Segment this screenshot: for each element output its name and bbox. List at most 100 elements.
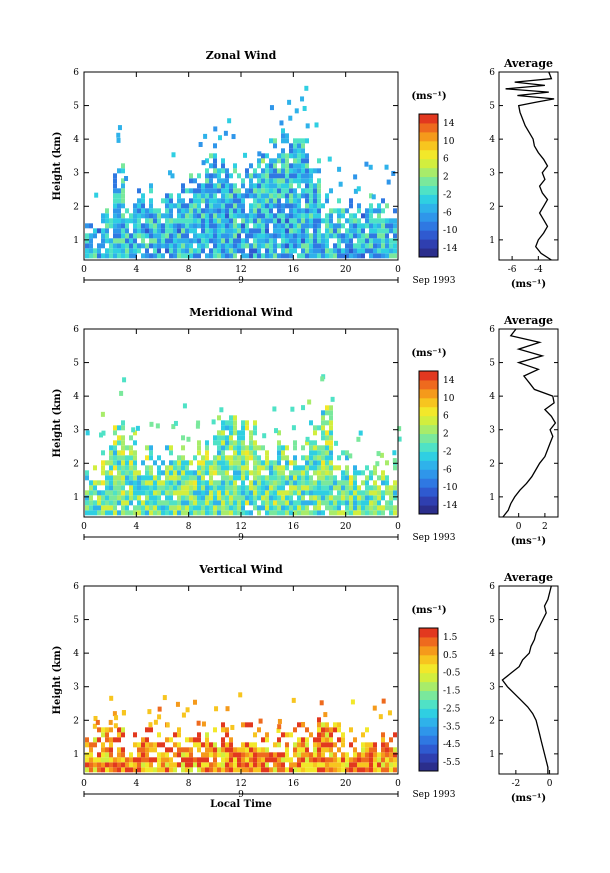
heatmap-cell <box>237 445 241 451</box>
heatmap-cell <box>349 233 353 239</box>
heatmap-cell <box>245 253 249 259</box>
heatmap-cell <box>221 445 225 451</box>
heatmap-cell <box>257 183 261 189</box>
heatmap-cell <box>117 767 121 773</box>
heatmap-cell <box>297 742 301 748</box>
heatmap-cell <box>345 500 349 506</box>
heatmap-cell <box>221 233 225 239</box>
heatmap-cell <box>225 706 230 712</box>
heatmap-cell <box>121 732 125 738</box>
heatmap-cell <box>293 213 297 219</box>
heatmap-cell <box>221 253 225 259</box>
heatmap-cell <box>373 238 377 244</box>
heatmap-cell <box>177 475 181 481</box>
heatmap-cell <box>297 163 301 169</box>
heatmap-cell <box>389 248 393 254</box>
heatmap-cell <box>209 178 213 184</box>
heatmap-cell <box>129 238 133 244</box>
heatmap-cell <box>365 465 369 471</box>
heatmap-cell <box>129 480 133 486</box>
heatmap-cell <box>205 178 209 184</box>
heatmap-cell <box>293 480 297 486</box>
heatmap-cell <box>305 123 310 129</box>
heatmap-cell <box>293 762 297 768</box>
colorbar-swatch <box>419 371 438 381</box>
heatmap-cell <box>289 173 293 179</box>
heatmap-cell <box>197 223 201 229</box>
heatmap-cell <box>121 163 125 169</box>
heatmap-cell <box>269 193 273 199</box>
avg-y-tick-label: 6 <box>489 68 495 78</box>
heatmap-cell <box>261 243 265 249</box>
heatmap-cell <box>157 470 161 476</box>
heatmap-cell <box>361 732 365 738</box>
colorbar-swatch <box>419 726 438 736</box>
heatmap-cell <box>389 490 393 496</box>
heatmap-cell <box>285 475 289 481</box>
heatmap-cell <box>313 253 317 259</box>
colorbar-frame <box>418 627 439 772</box>
date-label: Sep 1993 <box>412 533 455 543</box>
heatmap-cell <box>221 505 225 511</box>
heatmap-cell <box>253 757 257 763</box>
heatmap-cell <box>201 465 205 471</box>
heatmap-cell <box>229 253 233 259</box>
heatmap-cell <box>101 510 105 516</box>
heatmap-cell <box>325 762 329 768</box>
heatmap-cell <box>205 460 209 466</box>
heatmap-cell <box>293 203 297 209</box>
heatmap-cell <box>221 183 225 189</box>
heatmap-cell <box>153 248 157 254</box>
heatmap-cell <box>173 505 177 511</box>
heatmap-cell <box>329 490 333 496</box>
heatmap-cell <box>373 208 377 214</box>
colorbar-swatch <box>419 505 438 515</box>
heatmap-cell <box>237 505 241 511</box>
heatmap-cell <box>249 233 253 239</box>
heatmap-cell <box>341 762 345 768</box>
colorbar-swatch <box>419 397 438 408</box>
heatmap-cell <box>213 500 217 506</box>
heatmap-cell <box>105 238 109 244</box>
heatmap-cell <box>101 500 105 506</box>
heatmap-cell <box>209 470 213 476</box>
heatmap-cell <box>293 243 297 249</box>
heatmap-cell <box>385 752 389 758</box>
heatmap-cell <box>145 480 149 486</box>
heatmap-cell <box>225 425 229 431</box>
heatmap-cell <box>161 460 165 466</box>
heatmap-cell <box>197 732 201 738</box>
heatmap-cell <box>281 480 285 486</box>
heatmap-cell <box>149 510 153 516</box>
heatmap-cell <box>241 480 245 486</box>
heatmap-cell <box>269 188 273 194</box>
heatmap-cell <box>141 208 145 214</box>
heatmap-cell <box>341 480 345 486</box>
heatmap-cell <box>385 762 389 768</box>
heatmap-cell <box>249 742 253 748</box>
heatmap-cell <box>233 243 237 249</box>
heatmap-cell <box>237 238 241 244</box>
heatmap-cell <box>245 742 249 748</box>
heatmap-cell <box>353 465 357 471</box>
heatmap-cell <box>197 183 201 189</box>
heatmap-cell <box>289 223 293 229</box>
heatmap-cell <box>273 248 277 254</box>
y-tick-label: 6 <box>73 325 79 335</box>
heatmap-cell <box>274 428 279 434</box>
y-tick-label: 3 <box>73 683 79 693</box>
heatmap-cell <box>369 233 373 239</box>
heatmap-cell <box>113 495 117 501</box>
heatmap-cell <box>325 248 329 254</box>
heatmap-cell <box>149 243 153 249</box>
heatmap-cell <box>369 747 373 753</box>
heatmap-cell <box>85 470 89 476</box>
heatmap-cell <box>345 465 349 471</box>
heatmap-cell <box>373 752 377 758</box>
heatmap-cell <box>133 450 137 456</box>
heatmap-cell <box>333 495 337 501</box>
colorbar-swatch <box>419 645 438 656</box>
heatmap-cell <box>101 228 105 234</box>
heatmap-cell <box>345 485 349 491</box>
heatmap-cell <box>157 223 161 229</box>
